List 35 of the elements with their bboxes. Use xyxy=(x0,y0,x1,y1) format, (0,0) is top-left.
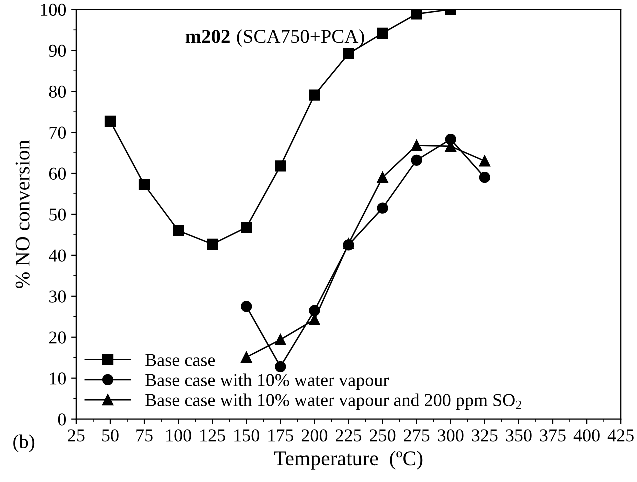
x-tick-label: 50 xyxy=(102,430,119,442)
annotation: m202 (SCA750+PCA) xyxy=(186,30,364,48)
x-tick-label: 250 xyxy=(370,430,396,442)
x-tick-label: 325 xyxy=(472,430,498,442)
x-tick-label: 300 xyxy=(438,430,464,442)
legend-label: Base case xyxy=(146,354,216,366)
x-axis-title: Temperature (ºC) xyxy=(274,450,423,470)
y-tick-label: 30 xyxy=(50,290,66,303)
x-tick-label: 350 xyxy=(506,430,532,442)
x-tick-label: 225 xyxy=(336,430,362,442)
x-tick-label: 375 xyxy=(540,430,566,442)
x-tick-label: 175 xyxy=(268,430,294,442)
y-tick-label: 40 xyxy=(49,250,66,262)
y-tick-label: 60 xyxy=(49,168,66,180)
y-tick-label: 10 xyxy=(50,372,66,385)
x-tick-label: 150 xyxy=(234,430,260,442)
x-tick-label: 425 xyxy=(608,430,634,442)
x-tick-label: 125 xyxy=(200,430,226,442)
y-tick-label: 80 xyxy=(49,86,66,98)
y-tick-label: 0 xyxy=(58,414,66,426)
x-tick-label: 400 xyxy=(574,430,600,442)
y-tick-label: 20 xyxy=(49,332,66,344)
legend-label: Base case with 10% water vapour xyxy=(146,374,390,390)
x-tick-label: 75 xyxy=(136,430,153,442)
y-tick-label: 50 xyxy=(50,208,66,221)
text: (b) xyxy=(14,434,35,452)
x-tick-label: 275 xyxy=(404,430,430,442)
legend-label: Base case with 10% water vapour and 200 ppm SO$_{2}$ xyxy=(146,394,522,410)
x-tick-label: 100 xyxy=(166,430,192,442)
x-tick-label: 200 xyxy=(302,430,328,442)
y-tick-label: 90 xyxy=(49,44,66,58)
y-tick-label: 100 xyxy=(41,4,66,16)
y-tick-label: 70 xyxy=(50,126,66,139)
y-axis-title: % NO conversion xyxy=(16,140,30,288)
x-tick-label: 25 xyxy=(68,430,85,442)
